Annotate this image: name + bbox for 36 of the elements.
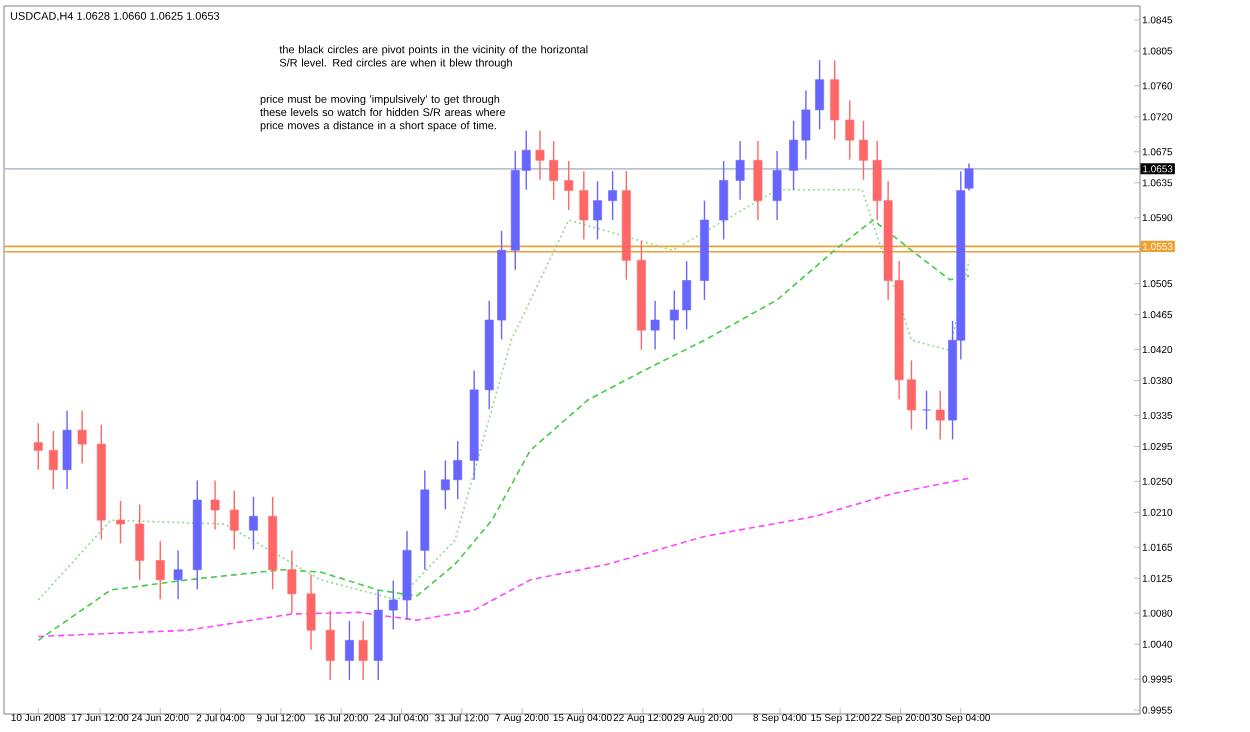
candlestick: [549, 140, 559, 201]
candlestick: [815, 59, 825, 130]
candlestick: [772, 150, 782, 221]
candlestick: [535, 130, 545, 181]
candlestick: [116, 500, 125, 545]
candlestick: [229, 489, 239, 551]
candlestick: [358, 620, 368, 681]
candlestick: [48, 430, 58, 490]
line-series: [37, 219, 970, 642]
candlestick: [306, 573, 316, 651]
candlestick: [249, 496, 258, 551]
candlestick: [922, 389, 931, 431]
candlestick: [210, 479, 220, 531]
candlestick: [155, 540, 165, 600]
candlestick: [62, 410, 72, 490]
candlestick: [650, 299, 660, 351]
candlestick: [719, 160, 729, 241]
candlestick: [564, 160, 574, 211]
line-series: [37, 477, 970, 638]
candlestick: [287, 549, 297, 614]
candlestick: [845, 99, 855, 161]
candlestick: [935, 389, 945, 441]
candlestick: [345, 620, 354, 681]
candlestick: [859, 120, 868, 181]
candlestick: [173, 549, 183, 600]
candlestick: [735, 140, 745, 201]
candlestick: [593, 180, 602, 241]
candlestick: [33, 422, 43, 471]
candlestick: [325, 610, 335, 681]
candlestick: [830, 59, 840, 141]
candlestick: [135, 503, 145, 581]
candlestick: [608, 170, 618, 221]
candlestick: [77, 410, 87, 465]
candlestick: [753, 140, 763, 221]
candlestick: [579, 170, 589, 241]
candlestick: [388, 579, 398, 631]
